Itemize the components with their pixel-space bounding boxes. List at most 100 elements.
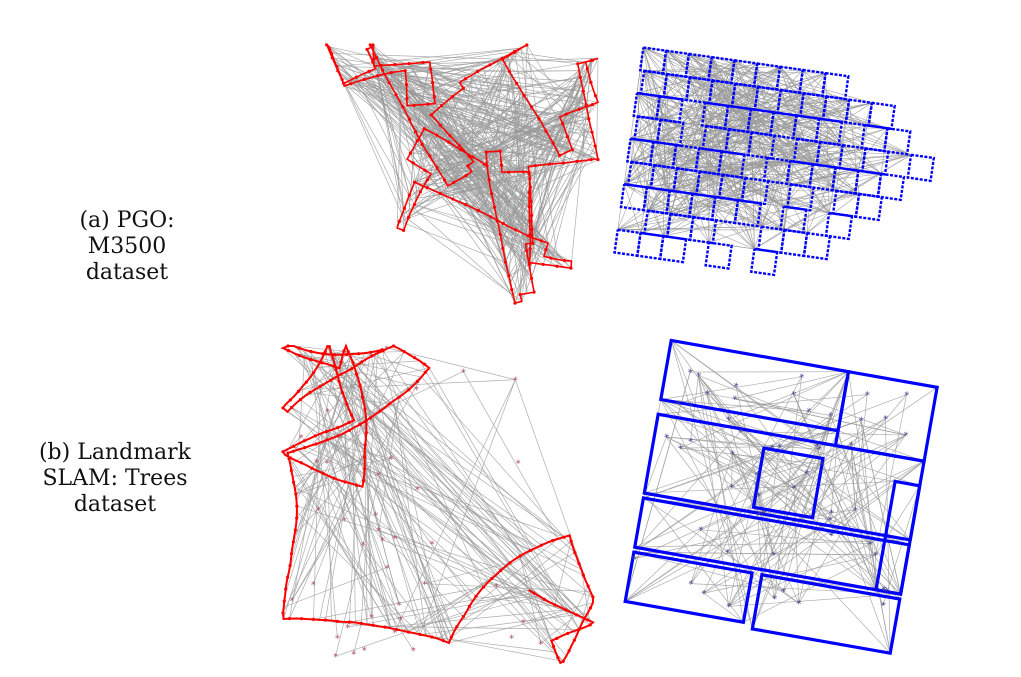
- svg-text:*: *: [725, 602, 732, 614]
- caption-line: M3500: [87, 234, 167, 259]
- svg-text:*: *: [790, 484, 797, 496]
- svg-text:*: *: [521, 618, 526, 629]
- landmarks: * * * * * * * * * * * * * * * * * * * * * * * * * * * * * * * * * * * * * * * *: [290, 344, 544, 663]
- optimized-trajectory: [613, 46, 936, 277]
- svg-text:*: *: [687, 401, 694, 413]
- svg-text:*: *: [663, 433, 670, 445]
- pgo-optimized-graph: [613, 46, 936, 277]
- caption-pgo-m3500: (a) PGO: M3500 dataset: [42, 208, 212, 286]
- svg-text:*: *: [731, 394, 738, 406]
- svg-text:*: *: [513, 376, 518, 387]
- svg-text:*: *: [724, 548, 731, 560]
- svg-text:*: *: [311, 580, 316, 591]
- svg-text:*: *: [345, 623, 350, 634]
- svg-text:*: *: [290, 596, 295, 607]
- landmarks: ****************************************…: [630, 368, 910, 614]
- svg-text:*: *: [398, 615, 403, 626]
- svg-text:*: *: [342, 516, 347, 527]
- svg-text:*: *: [771, 594, 778, 606]
- svg-text:*: *: [826, 515, 833, 527]
- slam-optimized-graph: ****************************************…: [623, 338, 939, 656]
- svg-text:*: *: [872, 551, 879, 563]
- svg-text:*: *: [828, 531, 835, 543]
- svg-text:*: *: [828, 508, 835, 520]
- svg-text:*: *: [737, 427, 744, 439]
- svg-text:*: *: [882, 587, 889, 599]
- svg-text:*: *: [385, 563, 390, 574]
- svg-text:*: *: [397, 600, 402, 611]
- svg-text:*: *: [815, 445, 822, 457]
- map-group: ****************************************…: [623, 338, 939, 656]
- svg-text:*: *: [414, 385, 419, 396]
- svg-text:*: *: [780, 587, 787, 599]
- svg-text:*: *: [687, 579, 694, 591]
- svg-text:*: *: [790, 390, 797, 402]
- grid-group: [613, 46, 936, 277]
- svg-text:*: *: [732, 382, 739, 394]
- panel-pgo-initial: [218, 40, 608, 370]
- svg-text:*: *: [756, 510, 763, 522]
- svg-text:*: *: [392, 628, 397, 639]
- svg-text:*: *: [389, 455, 394, 466]
- caption-line: dataset: [73, 492, 157, 517]
- svg-text:*: *: [429, 539, 434, 550]
- slam-initial-graph: * * * * * * * * * * * * * * * * * * * * * * * * * * * * * * * * * * * * * * * *: [280, 343, 595, 665]
- caption-line: (a) PGO:: [79, 208, 175, 233]
- svg-text:*: *: [422, 580, 427, 591]
- svg-text:*: *: [461, 367, 466, 378]
- svg-text:*: *: [384, 344, 389, 355]
- svg-text:*: *: [630, 554, 637, 566]
- caption-line: dataset: [85, 260, 169, 285]
- loop-closure-edges: [326, 44, 599, 304]
- svg-text:*: *: [805, 407, 812, 419]
- svg-text:*: *: [728, 483, 735, 495]
- panel-pgo-optimized: [605, 40, 990, 340]
- svg-text:*: *: [754, 491, 761, 503]
- svg-text:*: *: [798, 372, 805, 384]
- svg-text:*: *: [314, 458, 319, 469]
- svg-text:*: *: [376, 471, 381, 482]
- svg-text:*: *: [351, 650, 356, 661]
- svg-text:*: *: [380, 536, 385, 547]
- svg-text:*: *: [725, 415, 732, 427]
- svg-text:*: *: [373, 511, 378, 522]
- svg-text:*: *: [411, 646, 416, 657]
- svg-text:*: *: [847, 440, 854, 452]
- svg-text:*: *: [882, 414, 889, 426]
- svg-text:*: *: [768, 443, 775, 455]
- svg-text:*: *: [827, 411, 834, 423]
- caption-line: SLAM: Trees: [42, 466, 188, 491]
- svg-text:*: *: [325, 407, 330, 418]
- svg-text:*: *: [362, 646, 367, 657]
- svg-text:*: *: [813, 441, 820, 453]
- svg-text:*: *: [494, 582, 499, 593]
- svg-text:*: *: [325, 459, 330, 470]
- svg-text:*: *: [700, 589, 707, 601]
- pgo-initial-graph: [324, 42, 600, 305]
- svg-text:*: *: [333, 652, 338, 663]
- svg-text:*: *: [509, 634, 514, 645]
- svg-text:*: *: [415, 485, 420, 496]
- svg-text:*: *: [902, 431, 909, 443]
- svg-text:*: *: [538, 639, 543, 650]
- svg-text:*: *: [332, 356, 337, 367]
- svg-text:*: *: [695, 371, 702, 383]
- panel-slam-initial: * * * * * * * * * * * * * * * * * * * * * * * * * * * * * * * * * * * * * * * *: [268, 338, 603, 673]
- svg-text:*: *: [852, 506, 859, 518]
- svg-text:*: *: [863, 390, 870, 402]
- svg-text:*: *: [675, 399, 682, 411]
- svg-text:*: *: [818, 460, 825, 472]
- initial-trajectory: [324, 42, 600, 305]
- svg-text:*: *: [752, 480, 759, 492]
- svg-text:*: *: [753, 470, 760, 482]
- svg-text:*: *: [687, 437, 694, 449]
- svg-text:*: *: [776, 442, 783, 454]
- svg-text:*: *: [903, 390, 910, 402]
- svg-text:*: *: [316, 505, 321, 516]
- svg-text:*: *: [867, 540, 874, 552]
- svg-text:*: *: [686, 368, 693, 380]
- svg-text:*: *: [703, 389, 710, 401]
- svg-text:*: *: [369, 613, 374, 624]
- svg-text:*: *: [770, 550, 777, 562]
- svg-text:*: *: [879, 601, 886, 613]
